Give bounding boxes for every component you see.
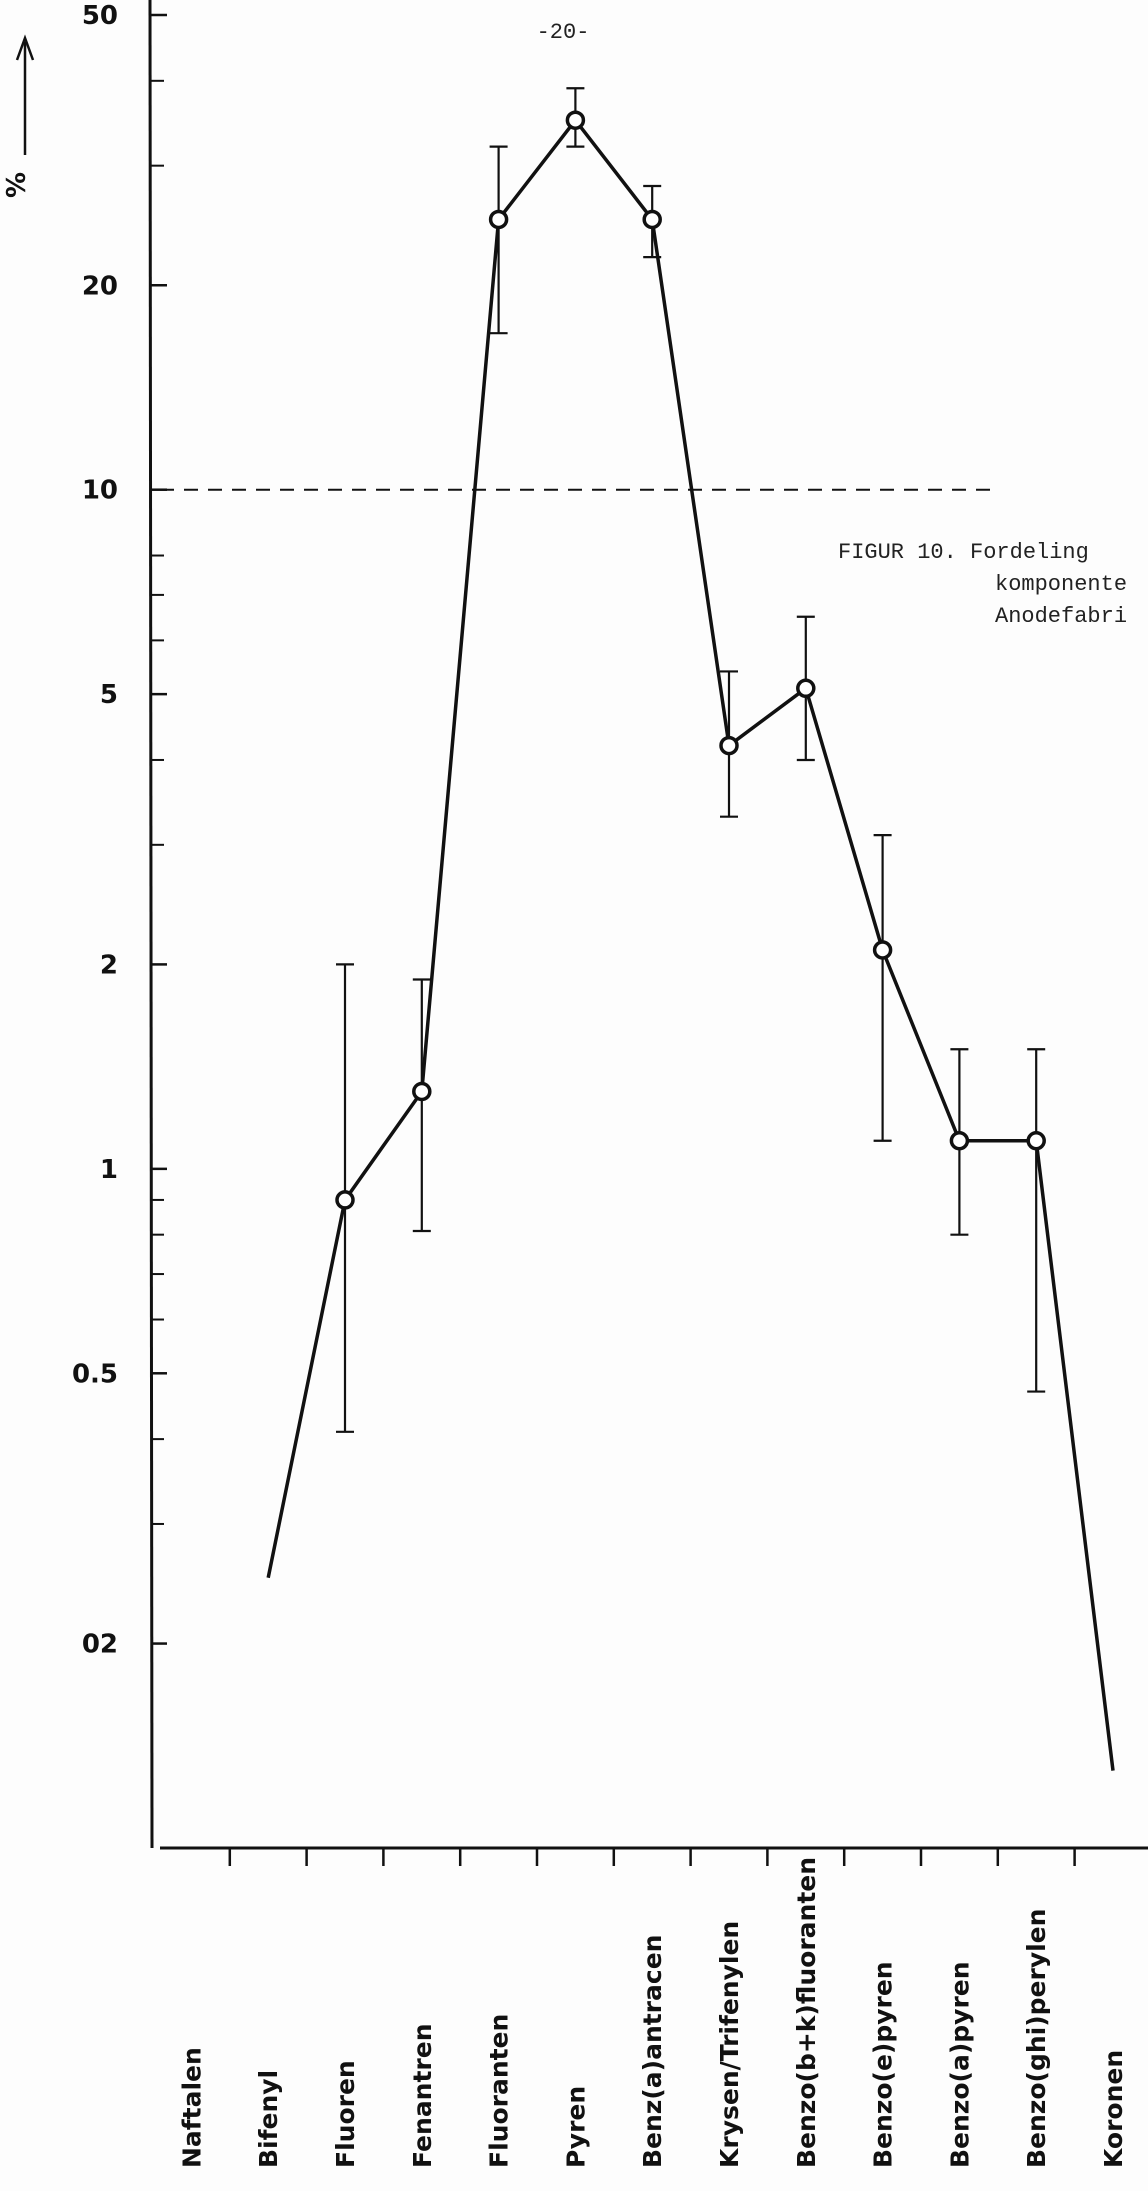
- y-tick-label: 1: [100, 1155, 118, 1185]
- data-point: [719, 735, 739, 756]
- error-bar: [489, 145, 508, 335]
- data-point: [642, 209, 662, 230]
- page-number: -20-: [537, 20, 590, 45]
- data-point: [335, 1190, 355, 1210]
- y-tick-label: 0.5: [72, 1359, 118, 1389]
- data-point: [796, 678, 816, 699]
- data-line: [266, 117, 1115, 1771]
- data-point: [949, 1130, 970, 1151]
- x-tick-label: Koronen: [1099, 2050, 1128, 2168]
- x-tick-label: Krysen/Trifenylen: [715, 1921, 744, 2168]
- y-tick-label: 10: [82, 476, 118, 506]
- error-bar: [412, 978, 431, 1233]
- caption-line: Anodefabri: [995, 604, 1127, 629]
- x-tick-label: Fenantren: [408, 2023, 437, 2168]
- data-point: [412, 1081, 432, 1102]
- data-point: [565, 110, 586, 130]
- x-tick-label: Fluoren: [331, 2060, 360, 2168]
- data-point: [872, 940, 893, 960]
- error-bar: [873, 834, 892, 1142]
- y-tick-label: 20: [82, 271, 118, 301]
- x-tick-label: Bifenyl: [254, 2070, 283, 2168]
- y-tick-label: 02: [82, 1630, 118, 1660]
- x-tick-label: Benzo(b+k)fluoranten: [792, 1857, 821, 2168]
- error-bar: [1027, 1048, 1046, 1393]
- data-point: [488, 209, 509, 230]
- data-point: [1026, 1130, 1046, 1151]
- x-tick-label: Fluoranten: [485, 2014, 514, 2168]
- y-tick-label: 50: [82, 1, 118, 31]
- y-arrow-head: [15, 34, 35, 61]
- y-axis: [148, 0, 154, 1849]
- y-tick-label: 5: [100, 680, 118, 710]
- x-tick-label: Naftalen: [177, 2047, 206, 2168]
- x-tick-label: Benzo(e)pyren: [869, 1961, 898, 2168]
- caption-line: komponente: [995, 572, 1127, 597]
- y-axis-label: %: [2, 172, 32, 198]
- x-tick-label: Benz(a)antracen: [638, 1935, 667, 2168]
- caption-line: FIGUR 10. Fordeling: [838, 540, 1089, 565]
- x-tick-label: Benzo(a)pyren: [945, 1961, 974, 2168]
- x-tick-label: Benzo(ghi)perylen: [1022, 1909, 1051, 2168]
- y-tick-label: 2: [100, 950, 118, 980]
- x-tick-label: Pyren: [561, 2086, 590, 2168]
